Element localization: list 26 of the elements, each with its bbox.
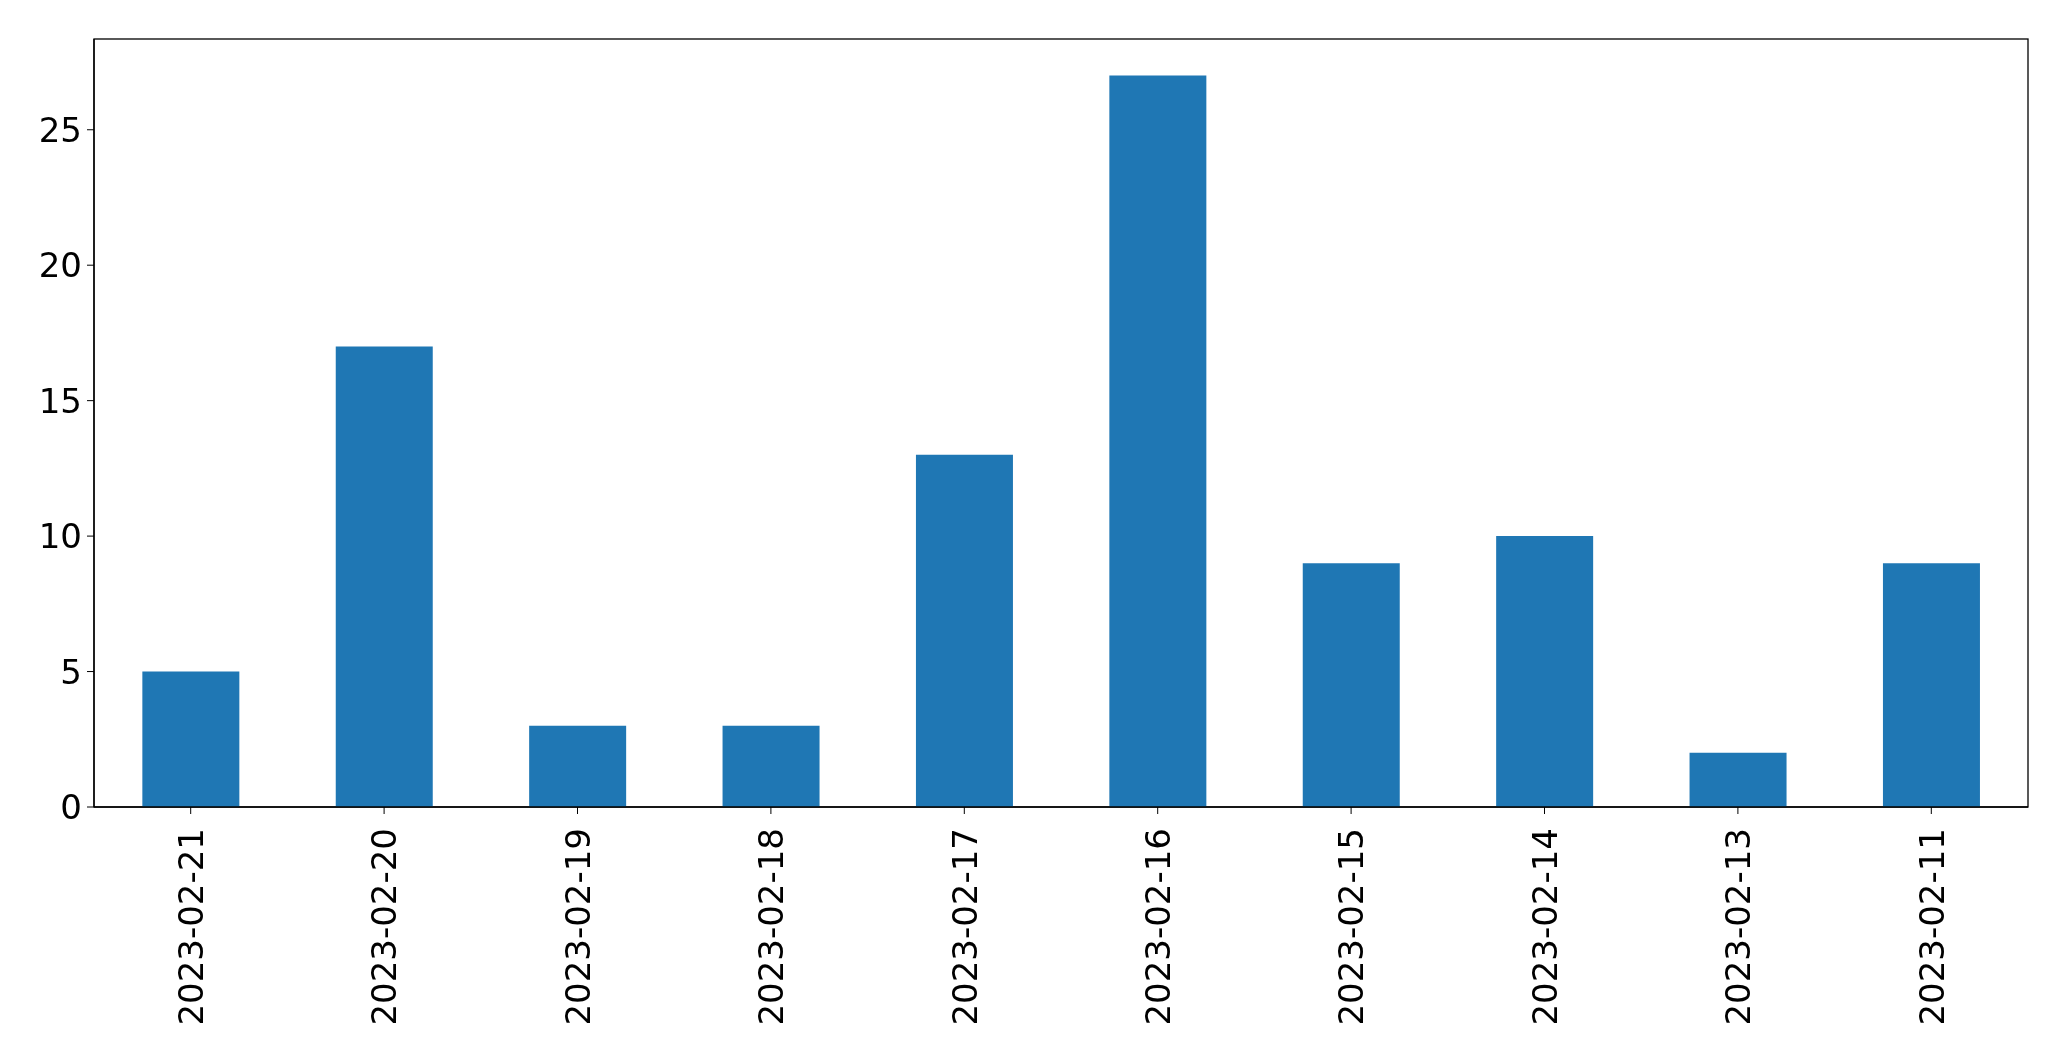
bar bbox=[915, 454, 1013, 807]
bar bbox=[722, 725, 820, 807]
bar bbox=[529, 725, 627, 807]
x-tick-label: 2023-02-13 bbox=[1718, 828, 1759, 1026]
y-tick-label: 10 bbox=[38, 516, 82, 557]
x-tick-label: 2023-02-18 bbox=[751, 828, 792, 1026]
bar bbox=[1689, 752, 1787, 807]
x-tick-label: 2023-02-15 bbox=[1331, 828, 1372, 1026]
x-tick-label: 2023-02-21 bbox=[170, 828, 211, 1026]
bar bbox=[335, 346, 433, 807]
y-tick-label: 20 bbox=[38, 245, 82, 286]
x-tick-label: 2023-02-19 bbox=[557, 828, 598, 1026]
x-tick-label: 2023-02-20 bbox=[364, 828, 405, 1026]
y-tick-label: 25 bbox=[38, 109, 82, 150]
x-tick-label: 2023-02-16 bbox=[1137, 828, 1178, 1026]
bar bbox=[1496, 536, 1594, 807]
bar bbox=[142, 671, 240, 807]
x-tick-label: 2023-02-14 bbox=[1524, 828, 1565, 1026]
y-tick-label: 15 bbox=[38, 380, 82, 421]
x-tick-label: 2023-02-17 bbox=[944, 828, 985, 1026]
x-tick-label: 2023-02-11 bbox=[1911, 828, 1952, 1026]
y-tick-label: 5 bbox=[60, 651, 82, 692]
bar bbox=[1882, 563, 1980, 807]
y-tick-label: 0 bbox=[60, 787, 82, 828]
bar bbox=[1109, 75, 1207, 807]
bar bbox=[1302, 563, 1400, 807]
